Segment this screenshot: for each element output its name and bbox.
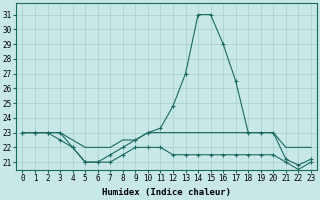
X-axis label: Humidex (Indice chaleur): Humidex (Indice chaleur) [102,188,231,197]
